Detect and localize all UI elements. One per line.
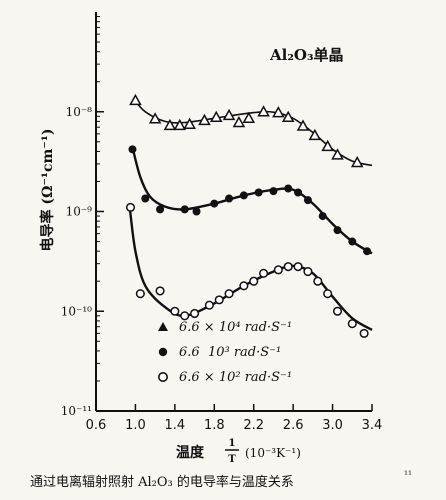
data-point-series-1 (257, 105, 270, 117)
open-circle-icon (158, 371, 169, 382)
data-point-series-3 (293, 262, 303, 272)
legend-label-2: 6.6 10³ rad·S⁻¹ (179, 345, 281, 360)
x-tick-label: 3.4 (362, 418, 383, 433)
x-axis-label-prefix: 温度 (176, 444, 205, 461)
y-axis-label: 电导率 (Ω⁻¹cm⁻¹) (39, 129, 56, 252)
filled-circle-icon (158, 347, 168, 357)
data-point-series-2 (284, 184, 293, 193)
data-point-series-3 (214, 295, 224, 305)
data-point-series-3 (155, 286, 165, 296)
figure-caption: 通过电离辐射照射 Al₂O₃ 的电导率与温度关系 (30, 474, 294, 490)
chart-title: Al₂O₃单晶 (269, 46, 344, 64)
data-point-series-1 (296, 119, 310, 131)
y-tick-label: 10⁻⁸ (66, 105, 93, 119)
data-point-series-3 (313, 276, 323, 286)
data-point-series-2 (303, 196, 312, 205)
data-point-series-3 (204, 300, 214, 310)
data-point-series-1 (242, 111, 256, 124)
x-tick-label: 3.0 (322, 418, 343, 433)
data-point-series-1 (148, 112, 162, 124)
data-point-series-1 (163, 118, 177, 131)
legend-label-3: 6.6 × 10² rad·S⁻¹ (179, 370, 292, 385)
legend-item-2: 6.6 10³ rad·S⁻¹ (158, 345, 281, 360)
x-axis-label-denominator: T (228, 454, 236, 465)
data-point-series-3 (180, 311, 190, 321)
data-point-series-1 (331, 148, 344, 160)
data-point-series-2 (141, 194, 150, 203)
figure-caption-reference: ¹¹ (404, 470, 412, 481)
triangle-icon (158, 322, 168, 331)
data-point-series-2 (210, 199, 219, 208)
x-ticks: 0.6 1.0 1.4 1.8 2.2 2.6 3.0 3.4 (86, 404, 383, 433)
data-point-series-2 (225, 194, 234, 203)
data-points (125, 93, 372, 338)
data-point-series-3 (323, 289, 333, 299)
data-point-series-2 (180, 205, 189, 214)
data-point-series-2 (318, 212, 327, 221)
y-major-ticks: 10⁻⁸ 10⁻⁹ 10⁻¹⁰ 10⁻¹¹ (61, 105, 104, 418)
data-point-series-3 (283, 262, 293, 272)
data-point-series-2 (254, 188, 263, 197)
data-point-series-2 (348, 237, 357, 246)
data-point-series-1 (129, 93, 142, 106)
data-point-series-2 (128, 145, 137, 154)
data-point-series-1 (272, 106, 285, 118)
data-point-series-3 (135, 289, 145, 299)
data-point-series-2 (156, 205, 165, 214)
fit-curve-series-2 (131, 146, 373, 255)
x-tick-label: 2.2 (243, 418, 264, 433)
data-point-series-3 (125, 202, 136, 212)
y-tick-label: 10⁻⁹ (66, 205, 93, 219)
data-point-series-2 (269, 187, 278, 196)
y-tick-label: 10⁻¹¹ (61, 404, 92, 418)
data-point-series-3 (224, 289, 234, 299)
data-point-series-3 (239, 281, 249, 291)
data-point-series-2 (333, 226, 342, 235)
data-point-series-2 (294, 188, 303, 197)
x-tick-label: 1.8 (204, 418, 225, 433)
x-tick-label: 1.4 (165, 418, 186, 433)
x-axis-label-numerator: 1 (229, 438, 236, 449)
data-point-series-1 (281, 110, 295, 123)
y-tick-label: 10⁻¹⁰ (61, 304, 92, 318)
data-point-series-1 (232, 115, 246, 128)
data-point-series-1 (321, 139, 334, 152)
fit-curves (128, 98, 373, 331)
legend-label-1: 6.6 × 10⁴ rad·S⁻¹ (179, 320, 292, 335)
x-axis-label-units: (10⁻³K⁻¹) (245, 446, 301, 460)
data-point-series-1 (222, 108, 236, 121)
data-point-series-3 (347, 319, 357, 329)
legend: 6.6 × 10⁴ rad·S⁻¹ 6.6 10³ rad·S⁻¹ 6.6 × … (158, 320, 292, 385)
legend-item-3: 6.6 × 10² rad·S⁻¹ (158, 370, 292, 385)
data-point-series-3 (303, 267, 313, 277)
x-tick-label: 0.6 (86, 418, 107, 433)
data-point-series-2 (363, 247, 372, 256)
data-point-series-2 (192, 207, 201, 216)
data-point-series-1 (308, 128, 322, 141)
x-tick-label: 2.6 (283, 418, 304, 433)
data-point-series-3 (259, 268, 269, 278)
data-point-series-3 (359, 328, 369, 338)
data-point-series-1 (209, 110, 223, 123)
data-point-series-1 (198, 113, 211, 126)
data-point-series-1 (183, 117, 196, 129)
y-minor-ticks (96, 16, 100, 382)
data-point-series-1 (350, 155, 364, 168)
x-tick-label: 1.0 (125, 418, 146, 433)
data-point-series-1 (173, 118, 187, 131)
x-axis-label: 温度 1 T (10⁻³K⁻¹) (176, 438, 301, 465)
data-point-series-2 (239, 191, 248, 200)
data-point-series-3 (170, 306, 180, 316)
legend-item-1: 6.6 × 10⁴ rad·S⁻¹ (158, 320, 292, 335)
data-point-series-3 (332, 306, 343, 316)
data-point-series-3 (273, 265, 283, 275)
data-point-series-3 (249, 276, 259, 286)
data-point-series-3 (190, 308, 200, 319)
